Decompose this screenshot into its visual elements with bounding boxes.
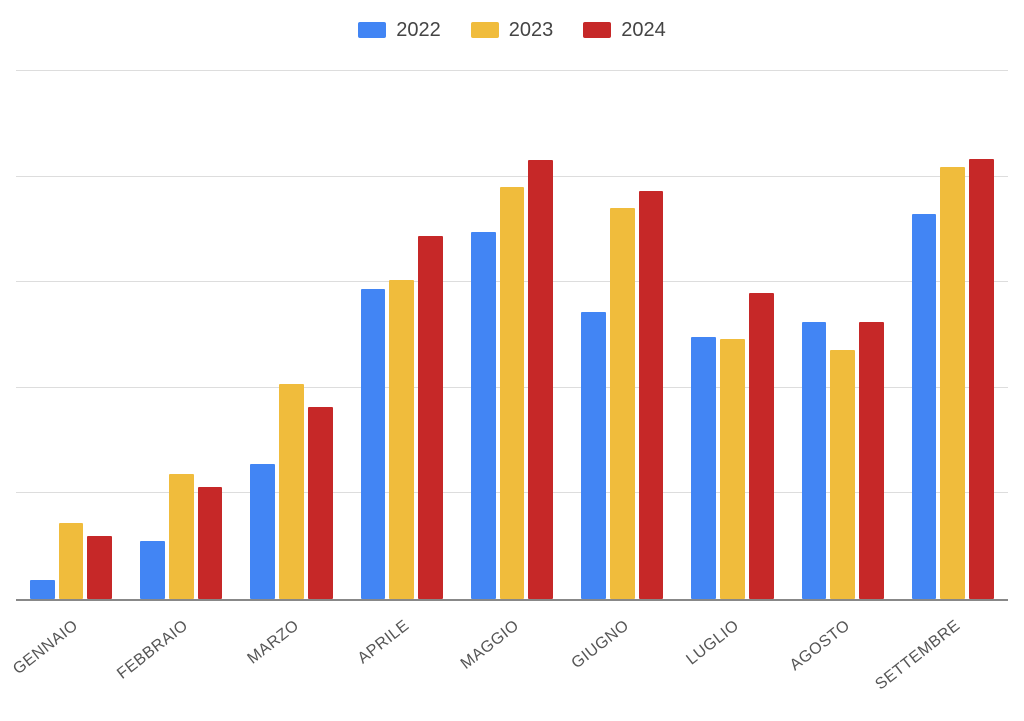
bar[interactable] bbox=[912, 214, 937, 599]
bar[interactable] bbox=[418, 236, 443, 599]
bar-groups bbox=[16, 71, 1008, 599]
bar[interactable] bbox=[389, 280, 414, 599]
x-label-cell: SETTEMBRE bbox=[898, 601, 1008, 721]
bar-group bbox=[788, 71, 898, 599]
bar-group bbox=[677, 71, 787, 599]
legend-label: 2024 bbox=[621, 19, 666, 42]
bar[interactable] bbox=[500, 187, 525, 599]
x-label-cell: FEBBRAIO bbox=[126, 601, 236, 721]
bar-group bbox=[898, 71, 1008, 599]
bar[interactable] bbox=[279, 384, 304, 599]
bar[interactable] bbox=[140, 541, 165, 599]
legend-label: 2023 bbox=[509, 19, 554, 42]
x-label-cell: GIUGNO bbox=[567, 601, 677, 721]
bar-group bbox=[16, 71, 126, 599]
x-label: FEBBRAIO bbox=[114, 617, 192, 683]
bar[interactable] bbox=[169, 474, 194, 599]
x-label-cell: GENNAIO bbox=[16, 601, 126, 721]
bar[interactable] bbox=[691, 337, 716, 599]
bar[interactable] bbox=[639, 191, 664, 599]
x-label-cell: LUGLIO bbox=[677, 601, 787, 721]
bar[interactable] bbox=[830, 350, 855, 599]
legend-swatch bbox=[583, 22, 611, 38]
x-label: GENNAIO bbox=[10, 617, 82, 679]
x-label-cell: APRILE bbox=[347, 601, 457, 721]
bar[interactable] bbox=[198, 487, 223, 599]
x-axis-labels: GENNAIOFEBBRAIOMARZOAPRILEMAGGIOGIUGNOLU… bbox=[16, 601, 1008, 721]
legend-swatch bbox=[471, 22, 499, 38]
bar-group bbox=[126, 71, 236, 599]
bar[interactable] bbox=[859, 322, 884, 599]
x-label: AGOSTO bbox=[787, 617, 854, 675]
legend-item[interactable]: 2024 bbox=[583, 19, 666, 42]
bar[interactable] bbox=[528, 160, 553, 599]
bar[interactable] bbox=[749, 293, 774, 599]
legend-item[interactable]: 2022 bbox=[358, 19, 441, 42]
bar-chart: 202220232024 GENNAIOFEBBRAIOMARZOAPRILEM… bbox=[0, 0, 1024, 721]
legend-item[interactable]: 2023 bbox=[471, 19, 554, 42]
bar[interactable] bbox=[581, 312, 606, 599]
bar[interactable] bbox=[361, 289, 386, 599]
x-label-cell: AGOSTO bbox=[788, 601, 898, 721]
bar[interactable] bbox=[471, 232, 496, 599]
bar[interactable] bbox=[940, 167, 965, 599]
x-label-cell: MARZO bbox=[236, 601, 346, 721]
bar[interactable] bbox=[59, 523, 84, 599]
x-label: LUGLIO bbox=[684, 617, 744, 669]
x-label: MARZO bbox=[244, 617, 303, 668]
bar-group bbox=[236, 71, 346, 599]
x-label: MAGGIO bbox=[458, 617, 523, 674]
plot-area bbox=[16, 70, 1008, 601]
legend-label: 2022 bbox=[396, 19, 441, 42]
bar[interactable] bbox=[802, 322, 827, 599]
legend-swatch bbox=[358, 22, 386, 38]
x-label-cell: MAGGIO bbox=[457, 601, 567, 721]
bar[interactable] bbox=[30, 580, 55, 599]
legend: 2022 2023 2024 bbox=[0, 0, 1024, 60]
x-label: APRILE bbox=[355, 617, 413, 668]
x-label: GIUGNO bbox=[569, 617, 634, 673]
bar-group bbox=[347, 71, 457, 599]
bar[interactable] bbox=[308, 407, 333, 599]
bar[interactable] bbox=[969, 159, 994, 599]
bar[interactable] bbox=[720, 339, 745, 599]
bar-group bbox=[457, 71, 567, 599]
bar-group bbox=[567, 71, 677, 599]
bar[interactable] bbox=[87, 536, 112, 599]
bar[interactable] bbox=[250, 464, 275, 599]
bar[interactable] bbox=[610, 208, 635, 599]
